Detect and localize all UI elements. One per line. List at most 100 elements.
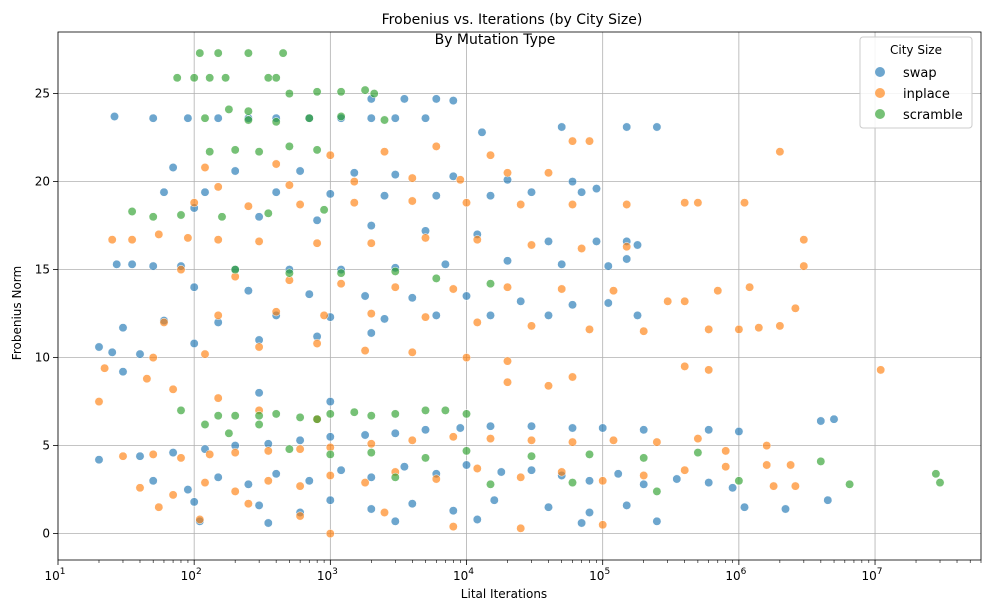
point-scramble (935, 478, 945, 488)
point-scramble (845, 479, 855, 489)
point-swap (527, 187, 536, 197)
point-scramble (440, 405, 450, 415)
point-scramble (230, 411, 240, 421)
point-swap (148, 476, 158, 486)
x-tick-exponent: 2 (196, 567, 202, 577)
point-inplace (200, 349, 210, 359)
point-scramble (200, 113, 210, 123)
point-swap (652, 516, 662, 526)
point-scramble (200, 420, 210, 429)
point-swap (544, 310, 553, 320)
point-inplace (448, 522, 458, 532)
point-scramble (295, 412, 305, 422)
x-tick-exponent: 5 (604, 567, 610, 577)
point-inplace (622, 242, 632, 252)
point-scramble (369, 89, 379, 99)
point-inplace (745, 282, 755, 292)
point-scramble (148, 212, 158, 222)
point-inplace (585, 136, 594, 146)
point-inplace (176, 453, 186, 463)
point-swap (633, 310, 642, 320)
point-swap (94, 455, 104, 465)
point-inplace (254, 342, 264, 352)
point-swap (603, 298, 613, 308)
point-inplace (360, 346, 370, 356)
point-scramble (380, 115, 389, 125)
point-inplace (148, 449, 158, 459)
point-inplace (516, 523, 526, 533)
point-swap (568, 177, 577, 187)
point-swap (603, 261, 613, 271)
point-swap (110, 112, 119, 121)
point-inplace (544, 381, 553, 391)
point-inplace (544, 168, 553, 178)
point-swap (366, 221, 376, 231)
point-inplace (295, 200, 305, 209)
point-inplace (159, 317, 169, 327)
point-swap (325, 189, 335, 199)
legend: City Size swap inplace scramble (859, 36, 973, 129)
point-swap (254, 388, 264, 398)
point-inplace (680, 465, 690, 475)
point-swap (728, 483, 738, 493)
point-swap (829, 414, 839, 424)
point-scramble (527, 451, 536, 461)
point-inplace (775, 147, 785, 157)
point-inplace (754, 323, 764, 333)
point-scramble (325, 449, 335, 459)
point-inplace (713, 286, 723, 296)
point-inplace (472, 464, 482, 473)
point-swap (295, 435, 305, 445)
point-swap (243, 479, 253, 489)
point-inplace (407, 347, 417, 357)
point-swap (336, 465, 346, 475)
point-swap (135, 451, 145, 461)
point-swap (148, 113, 158, 123)
point-scramble (254, 147, 264, 157)
point-scramble (585, 449, 594, 459)
point-scramble (336, 268, 346, 278)
point-inplace (585, 324, 594, 334)
point-inplace (295, 481, 305, 491)
point-inplace (762, 441, 772, 451)
point-inplace (557, 284, 567, 294)
point-swap (489, 495, 499, 505)
point-scramble (263, 73, 273, 83)
point-inplace (431, 474, 441, 484)
point-inplace (431, 141, 441, 151)
point-inplace (360, 478, 370, 488)
point-scramble (224, 104, 234, 114)
point-inplace (254, 236, 264, 246)
point-inplace (195, 515, 205, 524)
point-scramble (195, 48, 205, 58)
point-inplace (100, 363, 110, 373)
point-swap (243, 286, 253, 296)
point-inplace (790, 481, 800, 491)
x-tick-exponent: 4 (468, 567, 474, 577)
point-swap (107, 347, 117, 357)
legend-label-swap: swap (903, 66, 937, 81)
point-scramble (230, 265, 240, 275)
point-scramble (284, 89, 294, 99)
point-swap (585, 508, 594, 517)
point-swap (704, 478, 714, 488)
point-swap (639, 425, 649, 435)
point-inplace (516, 472, 526, 482)
point-inplace (609, 435, 618, 445)
point-scramble (213, 48, 223, 58)
point-inplace (734, 324, 744, 334)
legend-title: City Size (890, 43, 942, 57)
point-inplace (799, 261, 809, 271)
point-scramble (325, 409, 335, 419)
point-scramble (421, 453, 430, 463)
point-scramble (816, 456, 826, 466)
point-inplace (639, 471, 649, 480)
point-swap (613, 469, 623, 479)
chart-title: Frobenius vs. Iterations (by City Size) (382, 12, 643, 28)
point-inplace (448, 432, 458, 442)
point-scramble (931, 469, 941, 479)
legend-marker-inplace (875, 88, 885, 98)
point-inplace (295, 444, 305, 454)
point-inplace (568, 437, 577, 447)
point-swap (254, 500, 264, 510)
